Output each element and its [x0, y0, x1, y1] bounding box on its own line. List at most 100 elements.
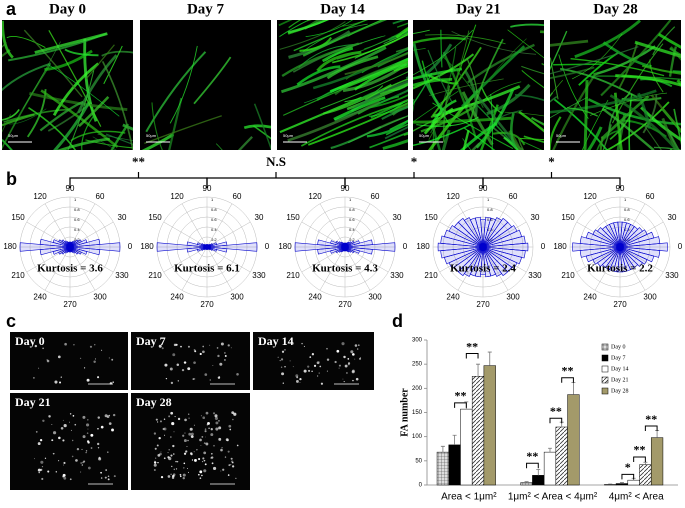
bar [532, 475, 545, 486]
r-tick-label: 0.4 [487, 227, 493, 232]
significance-label: ** [466, 339, 478, 353]
theta-tick-label: 330 [528, 271, 542, 280]
theta-tick-label: 240 [446, 292, 460, 301]
grid-line [206, 203, 233, 248]
significance-label: ** [645, 412, 657, 426]
significance-label: * [548, 154, 555, 169]
theta-tick-label: 0 [128, 242, 133, 251]
scale-label: 50μm [556, 133, 567, 138]
significance-label: * [625, 460, 631, 474]
r-tick-label: 0.4 [211, 227, 217, 232]
grid-line [163, 246, 208, 273]
grid-line [26, 221, 71, 248]
theta-tick-label: 300 [230, 292, 244, 301]
error-bar [547, 447, 552, 453]
rose-petal [344, 246, 373, 255]
significance-label: ** [634, 443, 646, 457]
bracket [482, 172, 621, 188]
grid-line [44, 203, 71, 248]
theta-tick-label: 0 [403, 242, 408, 251]
grid-line [619, 246, 664, 273]
r-tick-label: 0.6 [211, 217, 217, 222]
theta-tick-label: 60 [371, 192, 380, 201]
error-bar [571, 382, 576, 395]
micrograph [10, 332, 128, 390]
rose-petal [206, 242, 258, 252]
grid-line [439, 221, 484, 248]
rose-petal [619, 246, 661, 258]
x-tick-label: 4μm² < Area [609, 492, 664, 503]
rose-petal [344, 242, 396, 252]
theta-tick-label: 120 [308, 192, 322, 201]
rose-petal [206, 246, 228, 253]
grid-line [181, 203, 208, 248]
rose-petal [448, 246, 484, 269]
image-title: Day 28 [593, 1, 638, 17]
bar [436, 451, 450, 486]
grid-line [319, 203, 346, 248]
theta-tick-label: 30 [255, 213, 264, 222]
annotation: Kurtosis = 2.2 [587, 263, 653, 275]
bracket [633, 456, 646, 462]
significance-label: ** [562, 363, 574, 377]
r-tick-label: 0.8 [74, 207, 80, 212]
legend-label: Day 14 [611, 366, 629, 372]
error-bar [487, 351, 492, 366]
theta-tick-label: 120 [33, 192, 47, 201]
panel-label: a [6, 0, 17, 19]
theta-tick-label: 300 [643, 292, 657, 301]
grid-line [439, 246, 484, 273]
r-tick-label: 0.4 [624, 227, 630, 232]
theta-tick-label: 120 [583, 192, 597, 201]
grid-line [457, 203, 484, 248]
theta-tick-label: 270 [63, 300, 77, 309]
theta-tick-label: 150 [286, 213, 300, 222]
y-tick-label: 300 [412, 338, 423, 344]
theta-tick-label: 30 [393, 213, 402, 222]
theta-tick-label: 150 [148, 213, 162, 222]
y-tick-label: 250 [412, 362, 423, 368]
theta-tick-label: 60 [509, 192, 518, 201]
theta-tick-label: 30 [531, 213, 540, 222]
theta-tick-label: 240 [583, 292, 597, 301]
r-tick-label: 0.8 [349, 207, 355, 212]
significance-label: ** [132, 154, 145, 169]
theta-tick-label: 270 [338, 300, 352, 309]
r-tick-label: 0.4 [74, 227, 80, 232]
theta-tick-label: 60 [646, 192, 655, 201]
y-tick-label: 0 [419, 483, 423, 489]
theta-tick-label: 90 [341, 184, 350, 193]
theta-tick-label: 150 [561, 213, 575, 222]
theta-tick-label: 0 [678, 242, 683, 251]
theta-tick-label: 210 [148, 271, 162, 280]
rose-petal [317, 239, 346, 248]
rose-petal [619, 227, 643, 248]
theta-tick-label: 270 [476, 300, 490, 309]
error-bar [524, 481, 529, 483]
micrograph: 50μm [413, 20, 544, 150]
r-tick-label: 0.2 [349, 237, 355, 242]
bracket [561, 377, 574, 383]
y-tick-label: 200 [412, 386, 423, 392]
rose-petal [572, 242, 621, 252]
r-tick-label: 0.6 [624, 217, 630, 222]
bracket [621, 473, 635, 480]
image-title: Day 0 [15, 334, 45, 348]
theta-tick-label: 180 [553, 242, 567, 251]
rose-petal [440, 235, 484, 248]
r-tick-label: 0.6 [349, 217, 355, 222]
rose-petal [482, 217, 503, 248]
grid-line [344, 246, 371, 291]
bar [483, 365, 496, 486]
bar [520, 482, 533, 486]
bar [555, 426, 568, 486]
grid-line [576, 246, 621, 273]
legend-swatch [601, 354, 609, 362]
theta-tick-label: 90 [66, 184, 75, 193]
bar [471, 376, 485, 486]
bar [627, 479, 640, 486]
legend-label: Day 7 [611, 355, 626, 361]
bracket [644, 425, 658, 432]
grid-line [69, 221, 114, 248]
